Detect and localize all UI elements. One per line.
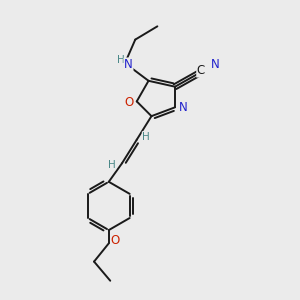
Text: O: O	[124, 96, 133, 110]
Text: C: C	[197, 64, 205, 77]
Text: N: N	[124, 58, 133, 71]
Text: H: H	[142, 132, 150, 142]
Text: N: N	[210, 58, 219, 71]
Text: H: H	[108, 160, 116, 170]
Text: O: O	[111, 235, 120, 248]
Text: H: H	[117, 55, 124, 64]
Text: N: N	[179, 101, 188, 114]
